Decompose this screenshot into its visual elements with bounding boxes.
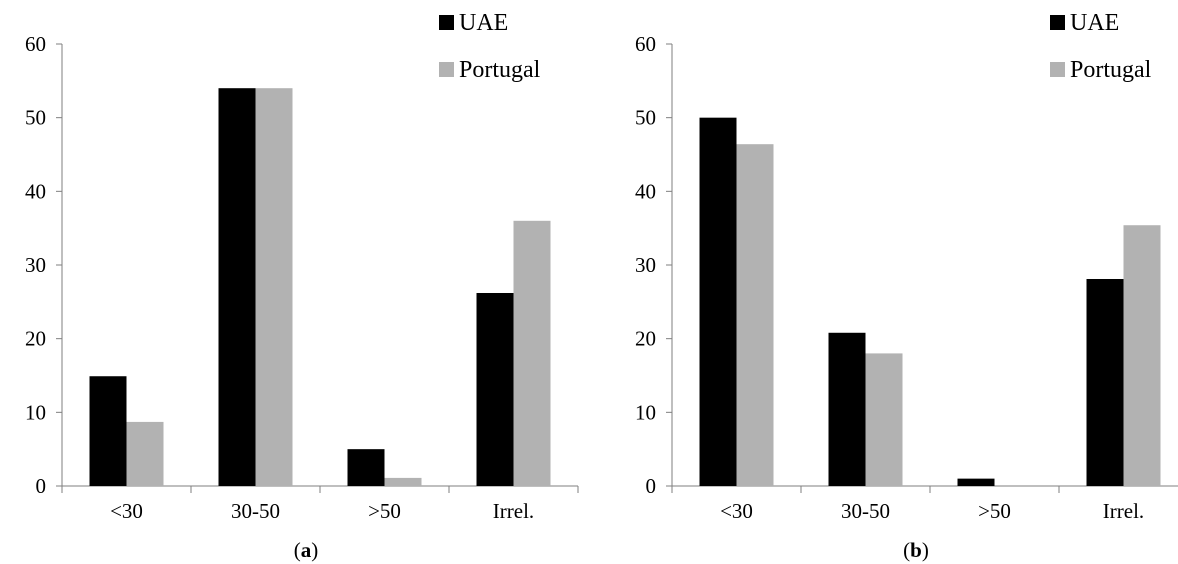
x-tick-label: <30: [720, 499, 753, 523]
bar-uae-1: [828, 332, 866, 486]
bar-uae-3: [476, 292, 514, 486]
bar-portugal-1: [865, 353, 903, 486]
panel-label: (b): [903, 538, 929, 562]
y-tick-label: 50: [25, 106, 46, 130]
y-tick-label: 30: [635, 253, 656, 277]
panel-label: (a): [294, 538, 319, 562]
legend-swatch-portugal: [1050, 62, 1065, 77]
x-tick-label: Irrel.: [493, 499, 534, 523]
legend-swatch-uae: [439, 15, 454, 30]
y-tick-label: 40: [635, 179, 656, 203]
y-tick-label: 50: [635, 106, 656, 130]
legend-swatch-portugal: [439, 62, 454, 77]
y-tick-label: 40: [25, 179, 46, 203]
x-tick-label: >50: [368, 499, 401, 523]
legend-label-portugal: Portugal: [459, 57, 541, 83]
chart-panel-a: 0 10 20 30 40 50 60 <30 30-50 >50 Irrel. UAE Portuga…: [25, 10, 579, 562]
bar-portugal-3: [513, 220, 551, 487]
legend-label-uae: UAE: [459, 10, 508, 36]
x-tick-label: >50: [978, 499, 1011, 523]
bar-uae-1: [218, 88, 256, 486]
y-tick-label: 20: [25, 327, 46, 351]
y-tick-label: 10: [25, 400, 46, 424]
y-tick-label: 60: [25, 32, 46, 56]
x-tick-label: 30-50: [841, 499, 890, 523]
bar-portugal-0: [126, 421, 164, 486]
x-tick-label: Irrel.: [1103, 499, 1144, 523]
x-tick-label: 30-50: [231, 499, 280, 523]
legend-label-uae: UAE: [1070, 10, 1119, 36]
bar-uae-0: [89, 376, 127, 486]
bar-uae-3: [1086, 278, 1124, 486]
bar-uae-0: [699, 117, 737, 487]
y-tick-label: 0: [646, 474, 657, 498]
legend-swatch-uae: [1050, 15, 1065, 30]
legend-label-portugal: Portugal: [1070, 57, 1152, 83]
chart-panel-b: 0 10 20 30 40 50 60 <30 30-50 >50 Irrel. UAE Portuga…: [635, 10, 1178, 562]
bar-uae-2: [957, 478, 995, 486]
bar-portugal-2: [384, 477, 422, 486]
x-tick-label: <30: [110, 499, 143, 523]
bar-portugal-1: [255, 88, 293, 486]
y-tick-label: 30: [25, 253, 46, 277]
bar-portugal-0: [736, 144, 774, 487]
y-tick-label: 0: [36, 474, 47, 498]
y-tick-label: 10: [635, 400, 656, 424]
bar-portugal-3: [1123, 225, 1161, 486]
y-tick-label: 20: [635, 327, 656, 351]
bar-uae-2: [347, 449, 385, 486]
y-tick-label: 60: [635, 32, 656, 56]
